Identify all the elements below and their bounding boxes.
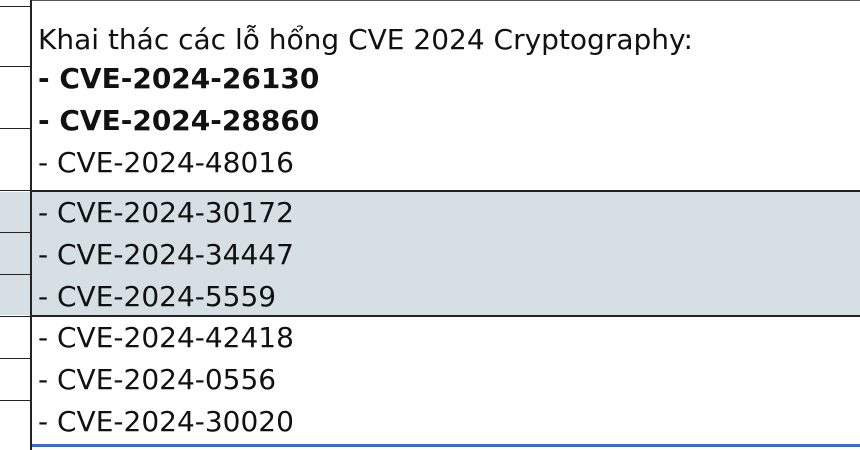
row-divider [0, 66, 30, 67]
selection-border [32, 444, 860, 447]
left-column[interactable] [0, 0, 32, 450]
cve-item: - CVE-2024-34447 [38, 238, 294, 271]
cve-item: - CVE-2024-48016 [38, 146, 294, 179]
cve-item: - CVE-2024-28860 [38, 104, 320, 137]
cve-item: - CVE-2024-30020 [38, 405, 294, 438]
cve-item: - CVE-2024-30172 [38, 196, 294, 229]
row-divider [0, 232, 30, 233]
row-divider [0, 190, 30, 191]
cve-item: - CVE-2024-42418 [38, 321, 294, 354]
row-divider [0, 274, 30, 275]
row-divider [0, 6, 30, 7]
cell-shaded-cves[interactable]: - CVE-2024-30172 - CVE-2024-34447 - CVE-… [32, 190, 860, 317]
row-divider [0, 316, 30, 317]
cve-item: - CVE-2024-5559 [38, 280, 277, 313]
row-divider [0, 128, 30, 129]
row-divider [0, 358, 30, 359]
cve-item: - CVE-2024-26130 [38, 62, 320, 95]
row-divider [0, 400, 30, 401]
left-column-shaded-cell[interactable] [0, 192, 30, 315]
cell-cryptography-cves[interactable]: Khai thác các lỗ hổng CVE 2024 Cryptogra… [32, 0, 860, 190]
cell-title: Khai thác các lỗ hổng CVE 2024 Cryptogra… [38, 23, 693, 56]
cve-item: - CVE-2024-0556 [38, 363, 277, 396]
cell-more-cves[interactable]: - CVE-2024-42418 - CVE-2024-0556 - CVE-2… [32, 317, 860, 450]
